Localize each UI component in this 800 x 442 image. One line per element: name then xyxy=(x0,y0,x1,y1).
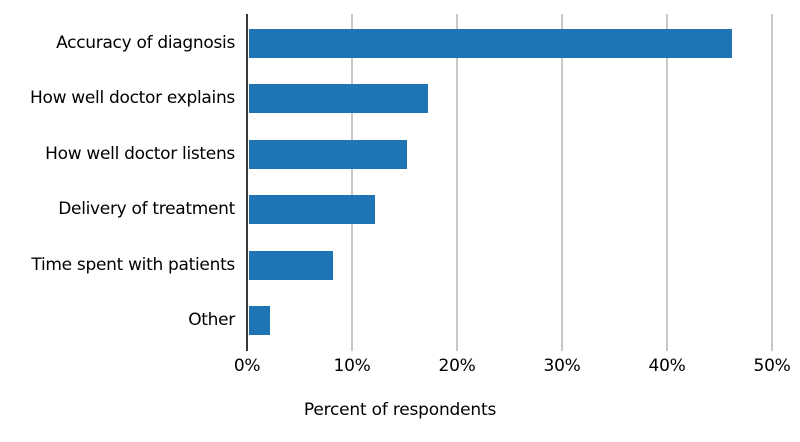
x-axis-title: Percent of respondents xyxy=(303,400,497,420)
bar-delivery-of-treatment xyxy=(249,195,375,224)
gridline-30 xyxy=(561,14,563,351)
category-label-other: Other xyxy=(188,310,235,330)
y-axis-spine xyxy=(246,14,248,351)
gridline-40 xyxy=(666,14,668,351)
bar-other xyxy=(249,306,270,335)
bar-time-spent-with-patients xyxy=(249,251,333,280)
gridline-10 xyxy=(351,14,353,351)
gridline-50 xyxy=(771,14,773,351)
x-tick-label-40: 40% xyxy=(648,356,686,376)
bar-accuracy-of-diagnosis xyxy=(249,29,732,58)
category-label-delivery-of-treatment: Delivery of treatment xyxy=(58,199,235,219)
bar-how-well-doctor-explains xyxy=(249,84,428,113)
category-label-how-well-doctor-explains: How well doctor explains xyxy=(29,88,235,108)
bar-how-well-doctor-listens xyxy=(249,140,407,169)
category-label-how-well-doctor-listens: How well doctor listens xyxy=(45,144,235,164)
x-tick-label-20: 20% xyxy=(438,356,476,376)
x-tick-label-10: 10% xyxy=(333,356,371,376)
category-label-accuracy-of-diagnosis: Accuracy of diagnosis xyxy=(56,33,235,53)
x-tick-label-50: 50% xyxy=(753,356,791,376)
x-tick-label-0: 0% xyxy=(233,356,261,376)
x-tick-label-30: 30% xyxy=(543,356,581,376)
gridline-20 xyxy=(456,14,458,351)
category-label-time-spent-with-patients: Time spent with patients xyxy=(31,255,235,275)
